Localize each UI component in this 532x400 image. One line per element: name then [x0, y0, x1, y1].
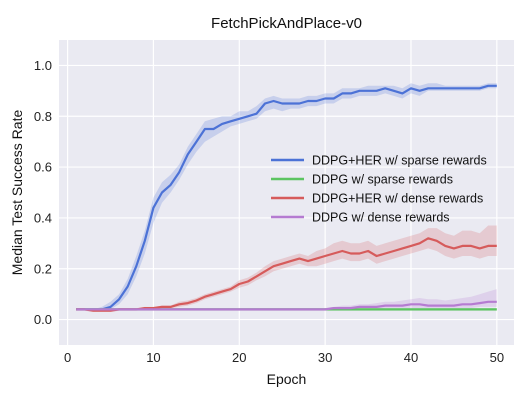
series-lines	[76, 84, 497, 312]
legend: DDPG+HER w/ sparse rewards DDPG w/ sparse…	[271, 154, 487, 225]
plot-area	[59, 40, 514, 345]
y-tick-label: 1.0	[34, 58, 52, 73]
legend-entry: DDPG w/ dense rewards	[312, 211, 450, 225]
y-tick-label: 0.2	[34, 261, 52, 276]
series-band	[76, 225, 497, 312]
x-axis-ticks: 0 10 20 30 40 50	[64, 350, 504, 365]
legend-entry: DDPG+HER w/ dense rewards	[312, 192, 483, 206]
x-tick-label: 50	[490, 350, 504, 365]
legend-entry: DDPG w/ sparse rewards	[312, 173, 453, 187]
y-tick-label: 0.4	[34, 210, 52, 225]
series-line	[76, 237, 497, 312]
y-axis-ticks: 0.0 0.2 0.4 0.6 0.8 1.0	[34, 58, 52, 327]
legend-entry: DDPG+HER w/ sparse rewards	[312, 154, 487, 168]
series-line	[76, 84, 497, 311]
x-tick-label: 20	[232, 350, 246, 365]
x-tick-label: 0	[64, 350, 71, 365]
x-tick-label: 40	[404, 350, 418, 365]
chart-title: FetchPickAndPlace-v0	[211, 15, 362, 32]
x-axis-label: Epoch	[267, 371, 307, 387]
x-tick-label: 10	[146, 350, 160, 365]
y-tick-label: 0.8	[34, 109, 52, 124]
y-tick-label: 0.6	[34, 160, 52, 175]
y-tick-label: 0.0	[34, 312, 52, 327]
series-line	[76, 300, 497, 311]
y-axis-label: Median Test Success Rate	[9, 110, 25, 276]
x-tick-label: 30	[318, 350, 332, 365]
